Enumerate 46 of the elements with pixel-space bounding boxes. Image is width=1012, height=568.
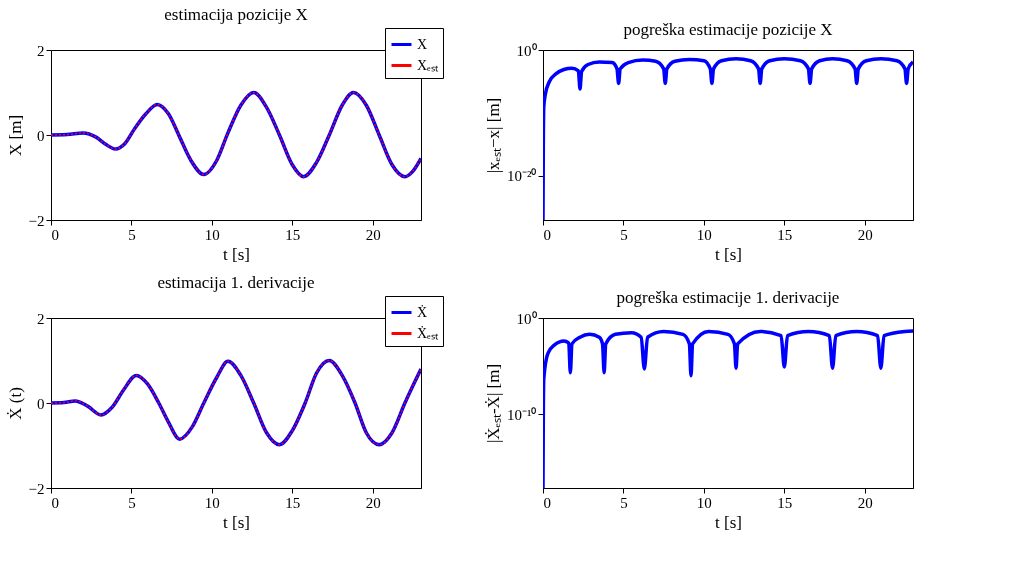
x-tick-label: 10 [696,226,712,243]
chart-title: estimacija pozicije X [164,4,308,24]
chart-title: estimacija 1. derivacije [157,272,315,292]
y-tick-label: 2 [37,310,45,327]
legend-label: Ẋₑₛₜ [417,325,439,341]
x-tick-label: 15 [777,494,793,511]
y-tick-label: 10⁰ [516,310,537,327]
x-tick-label: 15 [285,494,301,511]
x-axis-title: t [s] [715,244,742,264]
y-tick-label: 10⁻¹⁰ [507,406,537,423]
x-tick-label: 10 [696,494,712,511]
y-axis-title: |xₑₛₜ−x| [m] [484,97,503,174]
x-tick-label: 0 [51,494,59,511]
x-tick-label: 20 [857,494,873,511]
x-axis-title: t [s] [715,512,742,532]
y-tick-label: −2 [28,480,45,497]
x-axis-title: t [s] [223,512,250,532]
x-tick-label: 5 [128,494,136,511]
x-tick-label: 5 [620,226,628,243]
x-tick-label: 20 [365,226,381,243]
y-axis-title: Ẋ (t) [5,387,25,420]
chart-title: pogreška estimacije 1. derivacije [616,288,840,307]
y-tick-label: 2 [37,42,45,59]
chart-title: pogreška estimacije pozicije X [623,20,833,39]
x-tick-label: 5 [128,226,136,243]
x-tick-label: 10 [204,494,220,511]
legend-label: Xₑₛₜ [417,57,439,73]
x-tick-label: 0 [543,226,551,243]
y-tick-label: 10⁰ [516,42,537,59]
x-tick-label: 20 [857,226,873,243]
x-axis-title: t [s] [223,244,250,264]
x-tick-label: 10 [204,226,220,243]
legend-label: X [417,36,428,52]
y-tick-label: −2 [28,212,45,229]
x-tick-label: 5 [620,494,628,511]
x-tick-label: 15 [777,226,793,243]
x-tick-label: 0 [543,494,551,511]
y-axis-title: |Ẋₑₛₜ-Ẋ| [m] [484,363,503,444]
y-tick-label: 0 [37,395,45,412]
x-tick-label: 0 [51,226,59,243]
x-tick-label: 20 [365,494,381,511]
legend-label: Ẋ [417,304,428,320]
y-axis-title: X [m] [5,114,25,157]
x-tick-label: 15 [285,226,301,243]
y-tick-label: 10⁻²⁰ [507,168,537,185]
y-tick-label: 0 [37,127,45,144]
